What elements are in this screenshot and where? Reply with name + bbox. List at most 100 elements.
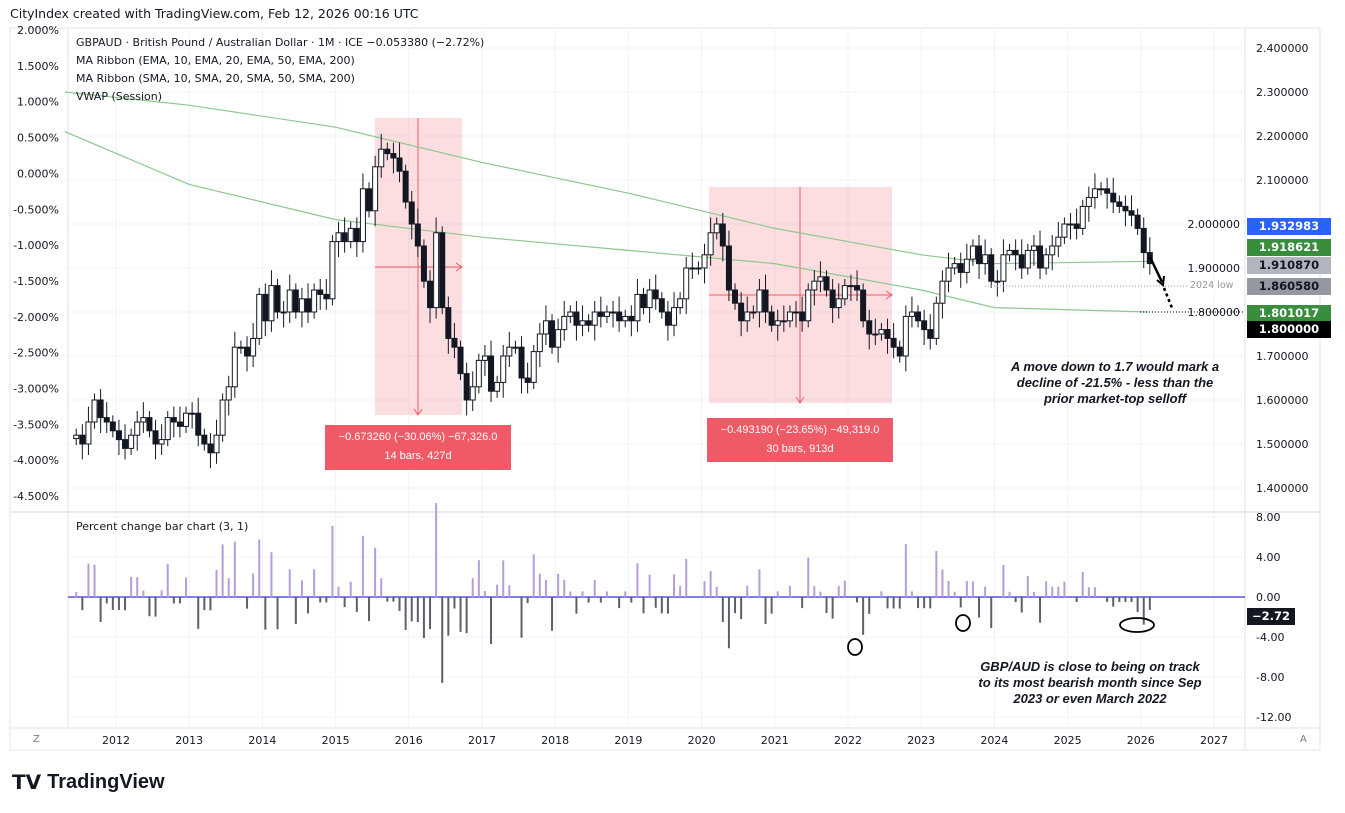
pct-bar xyxy=(825,597,828,613)
pct-bar xyxy=(990,597,993,629)
pct-bar xyxy=(459,597,462,632)
tradingview-logo[interactable]: 𝗧𝗩 TradingView xyxy=(12,770,165,795)
pct-bar xyxy=(630,597,633,603)
candle-up xyxy=(603,311,610,317)
candle-down xyxy=(549,320,556,348)
measure-arrow-right xyxy=(455,262,463,272)
candle-up xyxy=(713,223,720,234)
candle-down xyxy=(640,293,647,309)
pct-bar xyxy=(209,597,212,611)
candle-down xyxy=(152,430,159,445)
candle-up xyxy=(128,434,135,449)
candle-down xyxy=(109,421,116,432)
candle-up xyxy=(469,386,476,401)
candle-up xyxy=(475,359,482,388)
chart-border xyxy=(9,27,1321,751)
candle-up xyxy=(1030,245,1037,251)
pct-bar xyxy=(978,597,981,618)
pct-bar xyxy=(1039,597,1042,623)
candle-up xyxy=(933,302,940,339)
candle-up xyxy=(786,311,793,322)
pct-bar xyxy=(93,564,96,597)
candle-up xyxy=(847,285,854,288)
candle-down xyxy=(988,254,995,282)
candle-up xyxy=(969,245,976,260)
legend-sma-ribbon[interactable]: MA Ribbon (SMA, 10, SMA, 20, SMA, 50, SM… xyxy=(76,72,355,85)
pct-bar xyxy=(721,597,724,622)
candle-up xyxy=(219,399,226,436)
pct-bar xyxy=(148,597,151,617)
pct-bar xyxy=(892,597,895,609)
highlight-circle xyxy=(1119,617,1155,633)
pct-bar xyxy=(880,591,883,597)
legend-symbol[interactable]: GBPAUD · British Pound / Australian Doll… xyxy=(76,36,485,49)
lower-pane-title[interactable]: Percent change bar chart (3, 1) xyxy=(76,520,249,533)
label-2024-low: 2024 low xyxy=(1190,280,1234,291)
pct-bar xyxy=(935,551,938,597)
pct-bar xyxy=(172,597,175,604)
pct-bar xyxy=(618,597,621,609)
pct-bar xyxy=(398,597,401,611)
candle-up xyxy=(744,311,751,322)
pct-bar xyxy=(1008,591,1011,597)
x-tick-label: 2020 xyxy=(688,734,716,747)
pct-bar xyxy=(917,597,920,609)
price-tick-label: 2.400000 xyxy=(1256,42,1309,55)
legend-ema-ribbon[interactable]: MA Ribbon (EMA, 10, EMA, 20, EMA, 50, EM… xyxy=(76,54,355,67)
pct-bar xyxy=(660,597,663,614)
measure-1-bars: 14 bars, 427d xyxy=(384,450,452,462)
pct-bar xyxy=(111,597,114,610)
candle-down xyxy=(762,289,769,313)
x-tick-label: 2021 xyxy=(761,734,789,747)
candle-up xyxy=(481,355,488,361)
lower-tick-label: 0.00 xyxy=(1256,591,1281,604)
pct-tick-label: 2.000% xyxy=(17,24,59,37)
pct-bar xyxy=(270,552,273,597)
candle-up xyxy=(1055,236,1062,247)
candle-up xyxy=(1024,249,1031,269)
candle-up xyxy=(512,346,519,349)
candle-down xyxy=(408,201,415,225)
candle-down xyxy=(317,289,324,295)
candle-down xyxy=(597,311,604,317)
pct-bar xyxy=(496,584,499,597)
candle-up xyxy=(1085,197,1092,207)
candle-up xyxy=(433,232,440,309)
candle-up xyxy=(335,232,342,243)
candle-down xyxy=(866,320,873,335)
candle-down xyxy=(79,434,86,445)
pct-bar xyxy=(203,597,206,611)
candle-down xyxy=(97,399,104,419)
candle-down xyxy=(1140,227,1147,254)
candle-up xyxy=(329,241,336,300)
auto-scale-button[interactable]: A xyxy=(1300,734,1307,745)
candle-up xyxy=(134,421,141,436)
pct-bar xyxy=(715,586,718,597)
candle-up xyxy=(939,280,946,304)
price-label: 1.918621 xyxy=(1247,239,1331,256)
pct-bar xyxy=(185,577,188,597)
pct-bar xyxy=(898,597,901,609)
candle-down xyxy=(652,289,659,300)
pct-bar xyxy=(984,586,987,597)
measure-arrow-down xyxy=(795,396,805,404)
x-tick-label: 2016 xyxy=(395,734,423,747)
pct-bar xyxy=(642,597,645,614)
legend-vwap[interactable]: VWAP (Session) xyxy=(76,90,163,103)
pct-bar xyxy=(1142,597,1145,625)
pct-bar xyxy=(136,577,139,597)
price-tick-label: 1.900000 xyxy=(1188,262,1241,275)
zoom-toggle-button[interactable]: Z xyxy=(33,734,40,745)
candle-down xyxy=(1104,188,1111,194)
candle-down xyxy=(488,355,495,392)
candle-up xyxy=(567,311,574,317)
pct-bar xyxy=(325,597,328,603)
arrow-down-icon xyxy=(1148,256,1164,283)
pct-bar xyxy=(361,535,364,597)
x-tick-label: 2027 xyxy=(1200,734,1228,747)
candle-up xyxy=(561,315,568,331)
note-target-decline: A move down to 1.7 would mark a decline … xyxy=(1010,359,1220,406)
candle-down xyxy=(658,298,665,313)
x-tick-label: 2026 xyxy=(1127,734,1155,747)
